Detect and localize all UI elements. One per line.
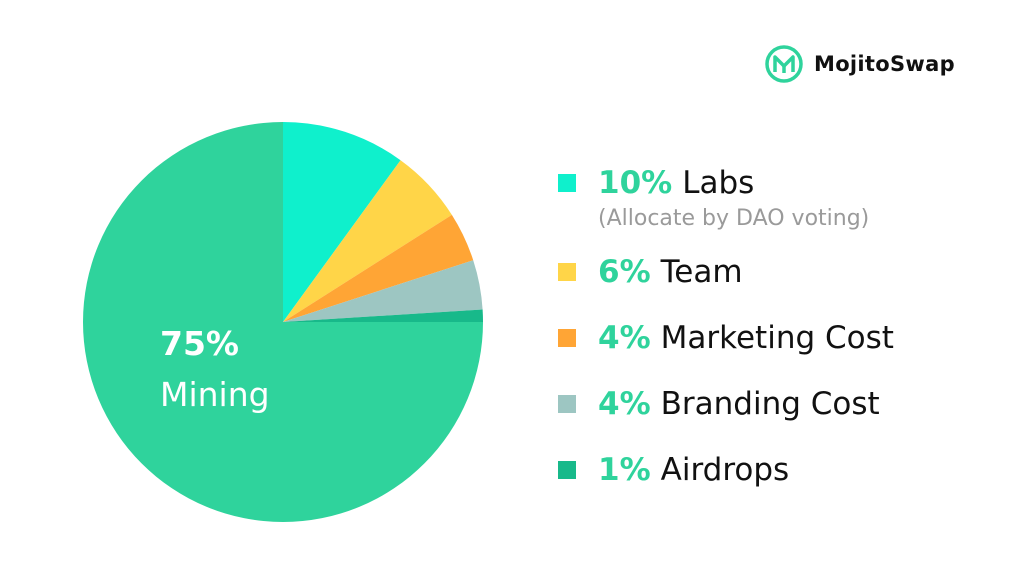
brand-name: MojitoSwap (814, 52, 955, 76)
legend-label: Labs (682, 165, 755, 201)
legend-percent: 1% (598, 452, 651, 488)
pie-label-mining-name: Mining (160, 375, 270, 414)
legend-label: Airdrops (660, 452, 790, 488)
legend-swatch (558, 395, 576, 413)
legend-line: 4% Branding Cost (598, 383, 894, 425)
legend-item-marketing-cost: 4% Marketing Cost (558, 317, 894, 359)
pie-slice-branding-cost (283, 260, 483, 322)
mojito-m-icon (765, 45, 803, 83)
legend-line: 6% Team (598, 251, 894, 293)
brand-logo: MojitoSwap (764, 44, 955, 84)
legend-note: (Allocate by DAO voting) (598, 206, 870, 231)
pie-slice-airdrops (283, 309, 483, 322)
legend-item-airdrops: 1% Airdrops (558, 449, 894, 491)
legend-swatch (558, 461, 576, 479)
legend-swatch (558, 263, 576, 281)
legend-item-branding-cost: 4% Branding Cost (558, 383, 894, 425)
legend-swatch (558, 174, 576, 192)
legend-percent: 10% (598, 165, 673, 201)
legend-percent: 4% (598, 386, 651, 422)
legend-percent: 6% (598, 254, 651, 290)
legend-swatch (558, 329, 576, 347)
pie-slice-labs (283, 122, 401, 322)
legend-label: Team (660, 254, 743, 290)
chart-legend: 10% Labs (Allocate by DAO voting) 6% Team 4% M… (558, 162, 894, 515)
legend-item-labs: 10% Labs (Allocate by DAO voting) (558, 162, 894, 234)
legend-item-team: 6% Team (558, 251, 894, 293)
legend-line: 4% Marketing Cost (598, 317, 894, 359)
legend-label: Branding Cost (660, 386, 880, 422)
pie-slice-team (283, 160, 452, 322)
legend-label: Marketing Cost (660, 320, 894, 356)
pie-slice-marketing-cost (283, 214, 474, 322)
pie-label-mining-percent: 75% (160, 324, 239, 363)
legend-percent: 4% (598, 320, 651, 356)
legend-line: 1% Airdrops (598, 449, 894, 491)
legend-line: 10% Labs (598, 162, 894, 204)
pie-chart: 75% Mining (83, 122, 483, 522)
